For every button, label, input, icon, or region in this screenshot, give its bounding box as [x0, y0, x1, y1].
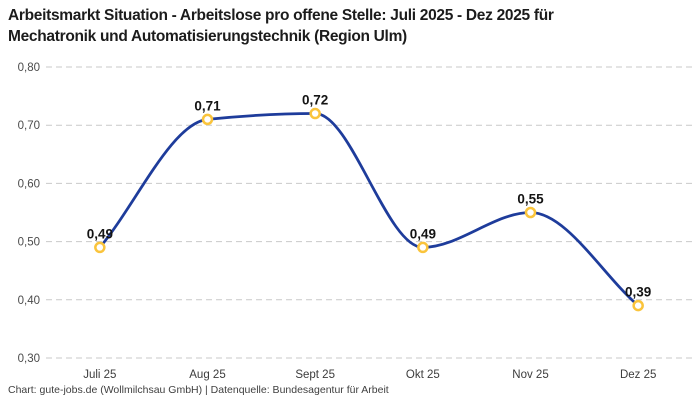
data-point-marker[interactable] — [309, 107, 321, 120]
x-tick-label: Nov 25 — [512, 369, 548, 381]
data-point-label: 0,49 — [87, 226, 113, 241]
y-tick-label: 0,50 — [18, 237, 40, 249]
data-point-marker[interactable] — [524, 206, 537, 219]
data-point-marker[interactable] — [201, 113, 214, 126]
y-tick-label: 0,80 — [18, 62, 40, 74]
chart-title-line2: Mechatronik und Automatisierungstechnik … — [8, 28, 407, 45]
data-point-label: 0,55 — [517, 192, 544, 207]
data-point-label: 0,71 — [194, 98, 221, 113]
data-point-label: 0,49 — [410, 226, 436, 241]
data-point-label: 0,39 — [625, 285, 651, 300]
series-line — [98, 112, 640, 307]
x-tick-label: Aug 25 — [189, 369, 225, 381]
x-tick-label: Juli 25 — [83, 369, 116, 381]
y-tick-label: 0,30 — [18, 353, 40, 365]
data-point-marker[interactable] — [94, 241, 106, 254]
x-tick-label: Sept 25 — [295, 369, 335, 381]
x-tick-label: Okt 25 — [406, 369, 440, 381]
data-point-marker[interactable] — [417, 241, 429, 254]
chart-title-line1: Arbeitsmarkt Situation - Arbeitslose pro… — [8, 7, 554, 24]
chart-attribution: Chart: gute-jobs.de (Wollmilchsau GmbH) … — [8, 384, 389, 396]
chart-title: Arbeitsmarkt Situation - Arbeitslose pro… — [8, 5, 680, 47]
y-tick-label: 0,70 — [18, 120, 40, 132]
y-tick-label: 0,40 — [18, 295, 40, 307]
y-tick-label: 0,60 — [18, 178, 40, 190]
data-point-label: 0,72 — [302, 93, 328, 108]
data-point-marker[interactable] — [632, 299, 644, 312]
x-tick-label: Dez 25 — [620, 369, 656, 381]
